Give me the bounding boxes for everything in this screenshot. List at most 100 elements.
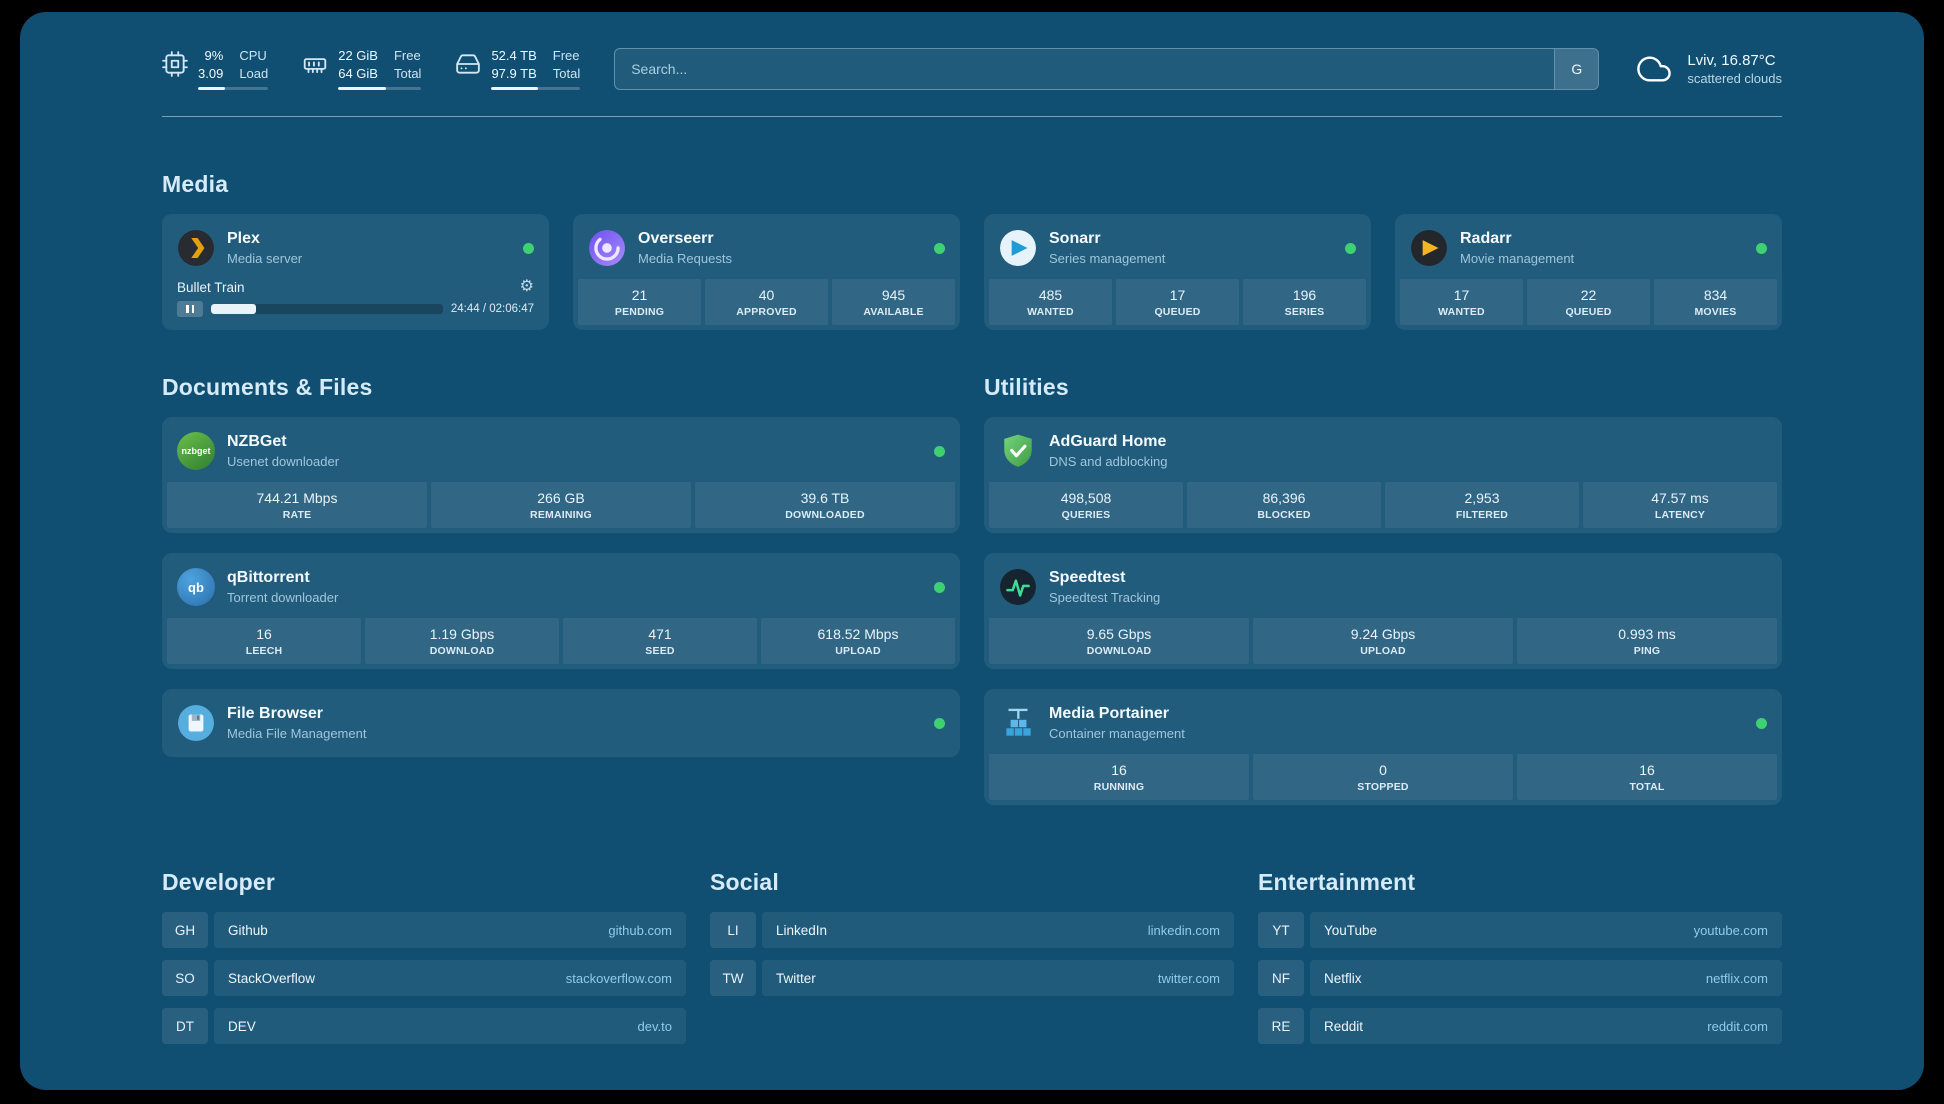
service-name: qBittorrent (227, 569, 310, 587)
disk-meter (491, 86, 581, 90)
service-name: Sonarr (1049, 230, 1101, 248)
status-dot (934, 242, 945, 254)
radarr-icon (1410, 229, 1448, 267)
pause-button[interactable] (177, 301, 203, 317)
disk-total-value: 97.9 TB (491, 65, 537, 81)
cpu-widget: 9% CPU 3.09 Load (162, 48, 269, 90)
stat-blocked: 86,396 BLOCKED (1187, 482, 1381, 528)
bookmark-youtube[interactable]: YT YouTube youtube.com (1258, 912, 1782, 948)
disk-free-label: Free (552, 48, 580, 64)
qbittorrent-icon: qb (177, 568, 215, 606)
bookmark-reddit[interactable]: RE Reddit reddit.com (1258, 1008, 1782, 1044)
status-dot (1345, 242, 1356, 254)
bookmark-abbr: YT (1258, 912, 1304, 948)
stat-total: 16 TOTAL (1517, 754, 1777, 800)
service-name: Speedtest (1049, 569, 1126, 587)
dashboard: 9% CPU 3.09 Load 22 GiB Free 64 GiB Tota… (20, 12, 1924, 1090)
bookmark-dev[interactable]: DT DEV dev.to (162, 1008, 686, 1044)
service-subtitle: Media Requests (638, 250, 732, 266)
overseerr-card[interactable]: Overseerr Media Requests 21 PENDING 40 APP… (573, 214, 960, 330)
stat-download: 1.19 Gbps DOWNLOAD (365, 618, 559, 664)
cpu-icon (162, 51, 188, 78)
status-dot (934, 445, 945, 457)
search-bar: G (614, 48, 1600, 90)
bookmark-abbr: NF (1258, 960, 1304, 996)
cpu-load-label: Load (239, 65, 269, 81)
memory-total-value: 64 GiB (338, 65, 378, 81)
cloud-icon (1637, 56, 1672, 82)
memory-icon (304, 58, 327, 74)
disk-free-value: 52.4 TB (491, 48, 537, 64)
service-subtitle: Movie management (1460, 250, 1575, 266)
playback-time: 24:44 / 02:06:47 (450, 303, 534, 315)
search-provider-button[interactable]: G (1554, 49, 1599, 89)
bookmark-abbr: DT (162, 1008, 208, 1044)
stat-filtered: 2,953 FILTERED (1385, 482, 1579, 528)
bookmark-abbr: GH (162, 912, 208, 948)
section-title-media: Media (162, 171, 229, 197)
service-name: Media Portainer (1049, 705, 1170, 723)
cpu-usage-value: 9% (204, 48, 224, 64)
status-dot (523, 242, 534, 254)
service-subtitle: Container management (1049, 725, 1185, 741)
filebrowser-card[interactable]: File Browser Media File Management (162, 689, 960, 757)
bookmark-stackoverflow[interactable]: SO StackOverflow stackoverflow.com (162, 960, 686, 996)
cpu-load-value: 3.09 (198, 65, 224, 81)
service-name: AdGuard Home (1049, 433, 1167, 451)
disk-total-label: Total (552, 65, 581, 81)
bookmark-twitter[interactable]: TW Twitter twitter.com (710, 960, 1234, 996)
stat-latency: 47.57 ms LATENCY (1583, 482, 1777, 528)
stat-rate: 744.21 Mbps RATE (167, 482, 427, 528)
service-subtitle: Media File Management (227, 725, 367, 741)
bookmark-abbr: LI (710, 912, 756, 948)
service-name: Overseerr (638, 230, 714, 248)
cpu-meter (198, 86, 269, 90)
stat-ping: 0.993 ms PING (1517, 618, 1777, 664)
section-title-utilities: Utilities (984, 374, 1069, 400)
qbittorrent-card[interactable]: qb qBittorrent Torrent downloader 16 LEEC… (162, 553, 960, 669)
bookmark-github[interactable]: GH Github github.com (162, 912, 686, 948)
section-title-social: Social (710, 869, 779, 895)
disk-icon (456, 54, 481, 74)
stat-queued: 17 QUEUED (1116, 279, 1239, 325)
stat-pending: 21 PENDING (578, 279, 701, 325)
bookmark-linkedin[interactable]: LI LinkedIn linkedin.com (710, 912, 1234, 948)
adguard-card[interactable]: AdGuard Home DNS and adblocking 498,508 Q… (984, 417, 1782, 533)
sonarr-card[interactable]: Sonarr Series management 485 WANTED 17 QUE… (984, 214, 1371, 330)
plex-card[interactable]: Plex Media server Bullet Train ⚙ 24:44 /… (162, 214, 549, 330)
portainer-icon (999, 704, 1037, 742)
bookmark-abbr: TW (710, 960, 756, 996)
topbar: 9% CPU 3.09 Load 22 GiB Free 64 GiB Tota… (162, 48, 1782, 90)
stat-running: 16 RUNNING (989, 754, 1249, 800)
portainer-card[interactable]: Media Portainer Container management 16 R… (984, 689, 1782, 805)
memory-total-label: Total (393, 65, 422, 81)
nzbget-card[interactable]: nzbget NZBGet Usenet downloader 744.21 M… (162, 417, 960, 533)
bookmark-netflix[interactable]: NF Netflix netflix.com (1258, 960, 1782, 996)
nzbget-icon: nzbget (177, 432, 215, 470)
speedtest-card[interactable]: Speedtest Speedtest Tracking 9.65 Gbps DO… (984, 553, 1782, 669)
service-subtitle: Torrent downloader (227, 589, 339, 605)
memory-free-value: 22 GiB (338, 48, 378, 64)
sonarr-icon (999, 229, 1037, 267)
topbar-divider (162, 116, 1782, 117)
stat-download: 9.65 Gbps DOWNLOAD (989, 618, 1249, 664)
memory-meter (338, 86, 422, 90)
gear-icon[interactable]: ⚙ (519, 278, 534, 295)
weather-condition: scattered clouds (1687, 71, 1782, 86)
service-name: NZBGet (227, 433, 287, 451)
stat-series: 196 SERIES (1243, 279, 1366, 325)
status-dot (1756, 242, 1767, 254)
service-subtitle: Usenet downloader (227, 453, 340, 469)
cpu-usage-label: CPU (239, 48, 267, 64)
stat-queries: 498,508 QUERIES (989, 482, 1183, 528)
memory-widget: 22 GiB Free 64 GiB Total (302, 48, 422, 90)
playback-progress-bar[interactable] (211, 304, 443, 314)
service-subtitle: Series management (1049, 250, 1166, 266)
stat-queued: 22 QUEUED (1527, 279, 1650, 325)
stat-upload: 618.52 Mbps UPLOAD (761, 618, 955, 664)
stat-leech: 16 LEECH (167, 618, 361, 664)
radarr-card[interactable]: Radarr Movie management 17 WANTED 22 QUEUE… (1395, 214, 1782, 330)
stat-movies: 834 MOVIES (1654, 279, 1777, 325)
search-input[interactable] (615, 49, 1555, 89)
stat-upload: 9.24 Gbps UPLOAD (1253, 618, 1513, 664)
